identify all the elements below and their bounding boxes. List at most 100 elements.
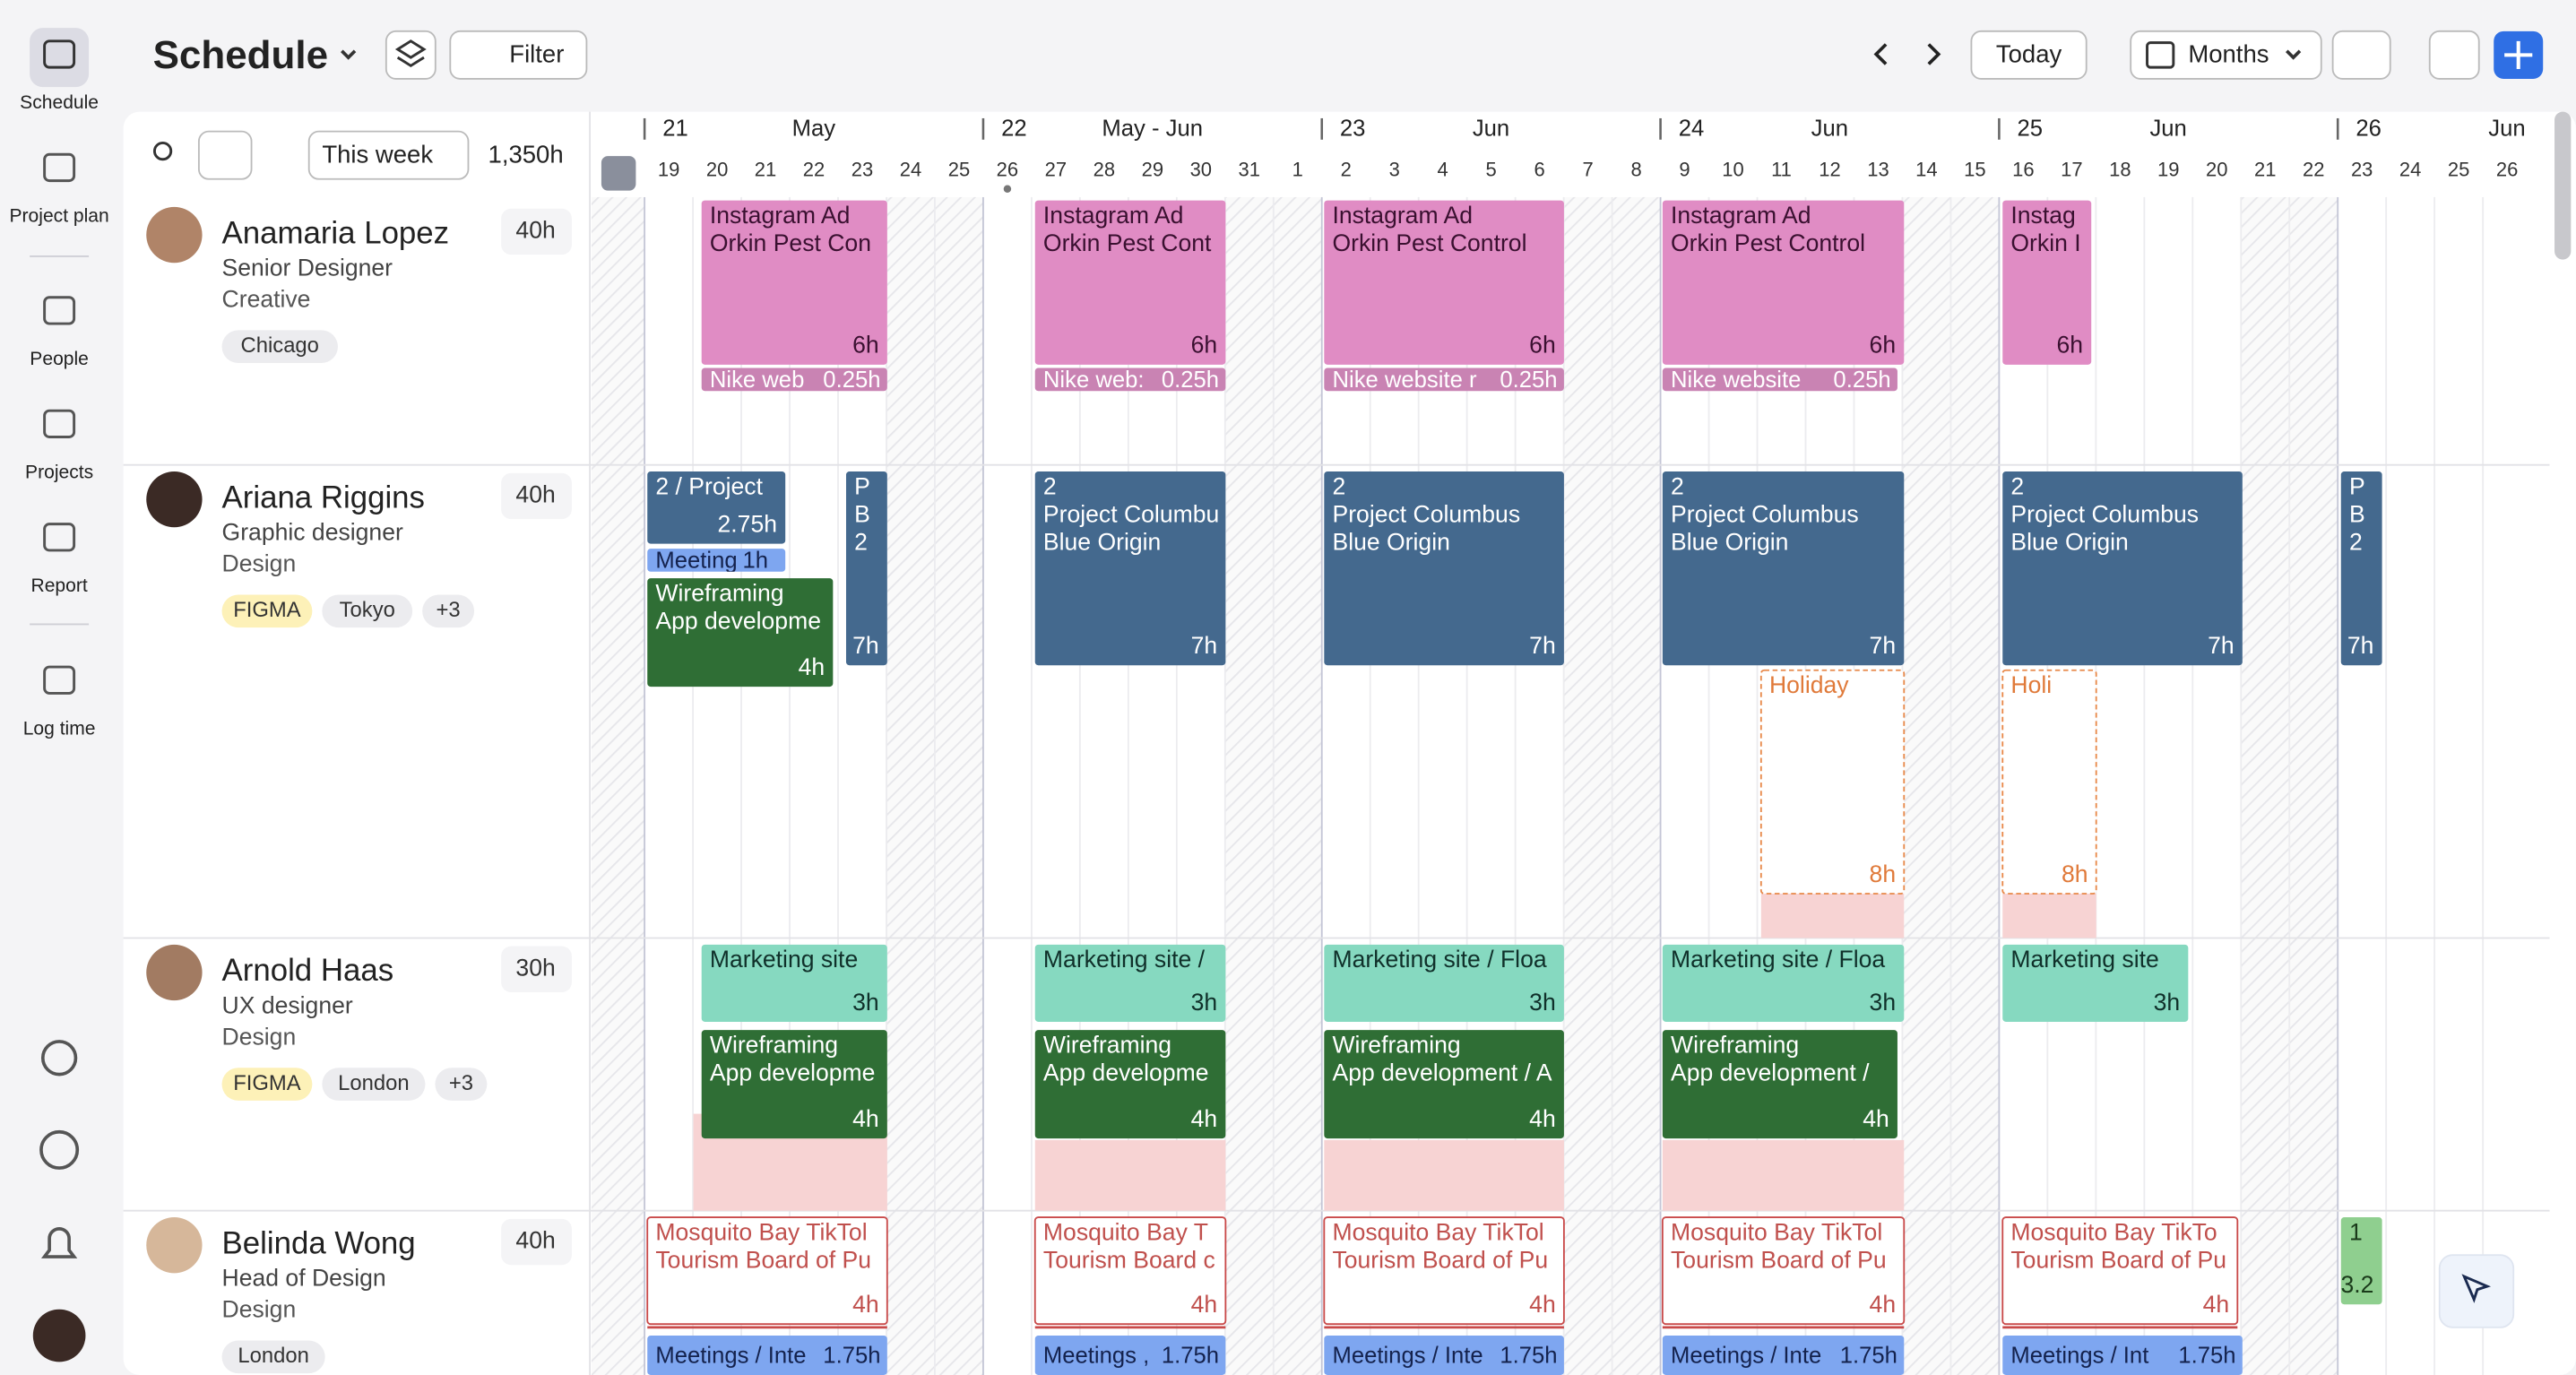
nav-label[interactable]: Projects bbox=[25, 462, 93, 482]
nav-label[interactable]: Schedule bbox=[20, 92, 99, 113]
weekend-hatch bbox=[886, 196, 935, 1375]
nav-icon[interactable] bbox=[43, 665, 76, 695]
notifications-icon[interactable] bbox=[40, 1227, 78, 1258]
day-label: 9 bbox=[1679, 158, 1690, 180]
task-bg bbox=[701, 368, 887, 392]
task-block[interactable]: Nike web: 0.25h bbox=[1034, 368, 1226, 393]
task-block[interactable]: Meeting 1h bbox=[647, 549, 786, 574]
settings-icon[interactable] bbox=[40, 1040, 78, 1077]
task-block[interactable]: PB2 7h bbox=[2340, 471, 2382, 666]
filter-label: Filter bbox=[509, 40, 564, 68]
task-block[interactable]: Nike web 0.25h bbox=[701, 368, 887, 393]
layers-icon bbox=[394, 39, 427, 68]
task-line: 2 bbox=[1671, 472, 1684, 499]
task-block[interactable]: Marketing site / Floa 3h bbox=[1324, 944, 1564, 1022]
day-label: 26 bbox=[2496, 158, 2518, 180]
task-block[interactable]: 2 / Project 2.75h bbox=[647, 471, 786, 544]
overload-shade bbox=[2002, 894, 2096, 938]
share-button[interactable] bbox=[2428, 30, 2480, 80]
task-block[interactable]: Nike website r 0.25h bbox=[1324, 368, 1564, 393]
task-block[interactable]: 13.2 bbox=[2340, 1217, 2382, 1305]
filter-button[interactable] bbox=[449, 30, 588, 80]
person-hours: 30h bbox=[515, 954, 555, 981]
nav-icon[interactable] bbox=[43, 296, 76, 325]
person-role: Graphic designer bbox=[222, 519, 403, 546]
task-block[interactable]: Holiday 8h bbox=[1759, 669, 1906, 895]
person-name[interactable]: Anamaria Lopez bbox=[222, 215, 450, 250]
task-block[interactable]: Meetings , 1.75h bbox=[1034, 1336, 1226, 1375]
view-label: Months bbox=[2188, 40, 2269, 68]
person-avatar bbox=[146, 206, 203, 264]
task-hours: 3h bbox=[852, 989, 879, 1016]
task-block[interactable]: Meetings / Inte 1.75h bbox=[1662, 1336, 1905, 1375]
task-block[interactable]: Holi 8h bbox=[2001, 669, 2097, 895]
person-name[interactable]: Ariana Riggins bbox=[222, 480, 425, 515]
task-block[interactable]: Nike website 0.25h bbox=[1662, 368, 1897, 393]
task-line: Marketing site / bbox=[1043, 946, 1206, 973]
task-block[interactable]: Marketing site 3h bbox=[701, 944, 887, 1022]
user-avatar[interactable] bbox=[32, 1309, 86, 1362]
nav-icon[interactable] bbox=[43, 39, 76, 69]
density-button[interactable] bbox=[2331, 30, 2391, 80]
task-hours: 6h bbox=[1529, 332, 1556, 359]
nav-icon[interactable] bbox=[43, 152, 76, 183]
task-block[interactable]: Marketing site 3h bbox=[2002, 944, 2189, 1022]
task-text: Meetings / Int 1.75h bbox=[2010, 1344, 2235, 1369]
task-hours: 4h bbox=[1529, 1291, 1556, 1318]
week-month: Jun bbox=[1811, 117, 1848, 142]
range-button[interactable] bbox=[307, 130, 470, 180]
task-line: B bbox=[854, 500, 870, 527]
nav-icon[interactable] bbox=[43, 409, 76, 438]
nav-icon[interactable] bbox=[43, 523, 76, 552]
today-button[interactable] bbox=[1970, 30, 2088, 80]
nav-label[interactable]: People bbox=[30, 349, 89, 369]
task-hours: 3h bbox=[1870, 989, 1897, 1016]
tag-label: +3 bbox=[437, 598, 461, 622]
task-text: Marketing site / Floa 3h bbox=[1671, 946, 1896, 1016]
day-label: 6 bbox=[1534, 158, 1545, 180]
task-block[interactable]: Marketing site / 3h bbox=[1034, 944, 1226, 1022]
task-block[interactable]: Meetings / Inte 1.75h bbox=[1324, 1336, 1564, 1375]
task-block[interactable]: Marketing site / Floa 3h bbox=[1662, 944, 1905, 1022]
prev-button[interactable] bbox=[1873, 43, 1888, 65]
task-block[interactable]: Meetings / Int 1.75h bbox=[2002, 1336, 2243, 1375]
task-block[interactable]: Meetings / Inte 1.75h bbox=[647, 1336, 887, 1375]
task-block[interactable]: PB2 7h bbox=[845, 471, 887, 666]
nav-label[interactable]: Log time bbox=[23, 718, 96, 739]
page-title[interactable]: Schedule bbox=[153, 33, 328, 77]
add-person-icon[interactable] bbox=[152, 141, 173, 161]
nav-label[interactable]: Project plan bbox=[9, 205, 108, 226]
person-name[interactable]: Belinda Wong bbox=[222, 1225, 416, 1260]
day-label: 22 bbox=[2303, 158, 2324, 180]
view-button[interactable] bbox=[2130, 30, 2322, 80]
help-icon[interactable] bbox=[39, 1129, 80, 1170]
task-bg bbox=[1034, 368, 1226, 392]
collapse-button[interactable] bbox=[601, 156, 636, 191]
layers-button[interactable] bbox=[385, 30, 437, 80]
scrollbar[interactable] bbox=[2554, 111, 2572, 260]
nav-label[interactable]: Report bbox=[31, 575, 88, 596]
title-dropdown[interactable] bbox=[341, 49, 357, 60]
sort-button[interactable] bbox=[197, 130, 253, 180]
person-name[interactable]: Arnold Haas bbox=[222, 953, 394, 988]
next-button[interactable] bbox=[1927, 43, 1941, 65]
